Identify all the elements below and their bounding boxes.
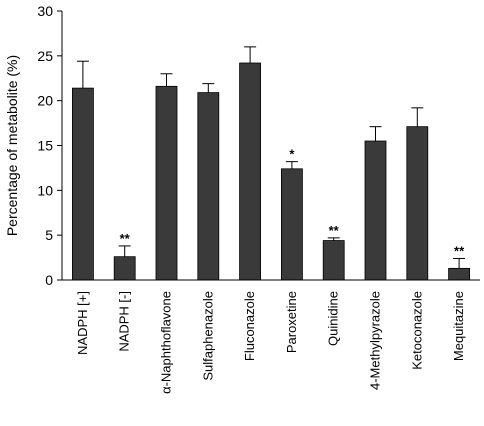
- error-bars-group: [76, 46, 466, 269]
- bars-group: [72, 62, 471, 281]
- y-ticks-group: 0 5 10 15 20 25 30: [37, 3, 62, 288]
- x-tick-label: α-Naphthoflavone: [159, 291, 174, 394]
- bar: [364, 140, 387, 281]
- y-tick-label: 15: [37, 138, 53, 154]
- significance-marker: **: [454, 243, 465, 258]
- bar: [72, 87, 94, 281]
- x-tick-label: Ketoconazole: [409, 291, 424, 370]
- bar: [155, 85, 178, 281]
- y-tick-label: 30: [37, 3, 53, 19]
- bar: [239, 62, 262, 281]
- x-tick-label: Paroxetine: [284, 291, 299, 353]
- bar: [113, 256, 136, 281]
- bar: [322, 240, 345, 281]
- x-tick-label: Sulfaphenazole: [200, 291, 215, 381]
- x-tick-label: Fluconazole: [242, 291, 257, 361]
- x-tick-label: 4-Methylpyrazole: [368, 291, 383, 390]
- x-tick-label: Mequitazine: [451, 291, 466, 361]
- x-labels-group: NADPH [+] NADPH [-] α-Naphthoflavone Sulfap…: [75, 291, 466, 394]
- bar: [280, 168, 303, 281]
- y-tick-label: 25: [37, 48, 53, 64]
- x-tick-label: NADPH [+]: [75, 291, 90, 355]
- significance-marker: **: [120, 231, 131, 246]
- significance-marker: **: [329, 223, 340, 238]
- significance-group: *******: [120, 147, 465, 259]
- x-tick-label: NADPH [-]: [117, 291, 132, 352]
- x-tick-label: Quinidine: [326, 291, 341, 346]
- significance-marker: *: [289, 147, 295, 162]
- y-tick-label: 20: [37, 93, 53, 109]
- bar: [406, 126, 429, 281]
- bar: [448, 267, 471, 281]
- y-tick-label: 10: [37, 182, 53, 198]
- bar: [197, 92, 220, 281]
- y-tick-label: 5: [45, 227, 53, 243]
- y-axis-title: Percentage of metabolite (%): [4, 55, 20, 236]
- y-tick-label: 0: [45, 272, 53, 288]
